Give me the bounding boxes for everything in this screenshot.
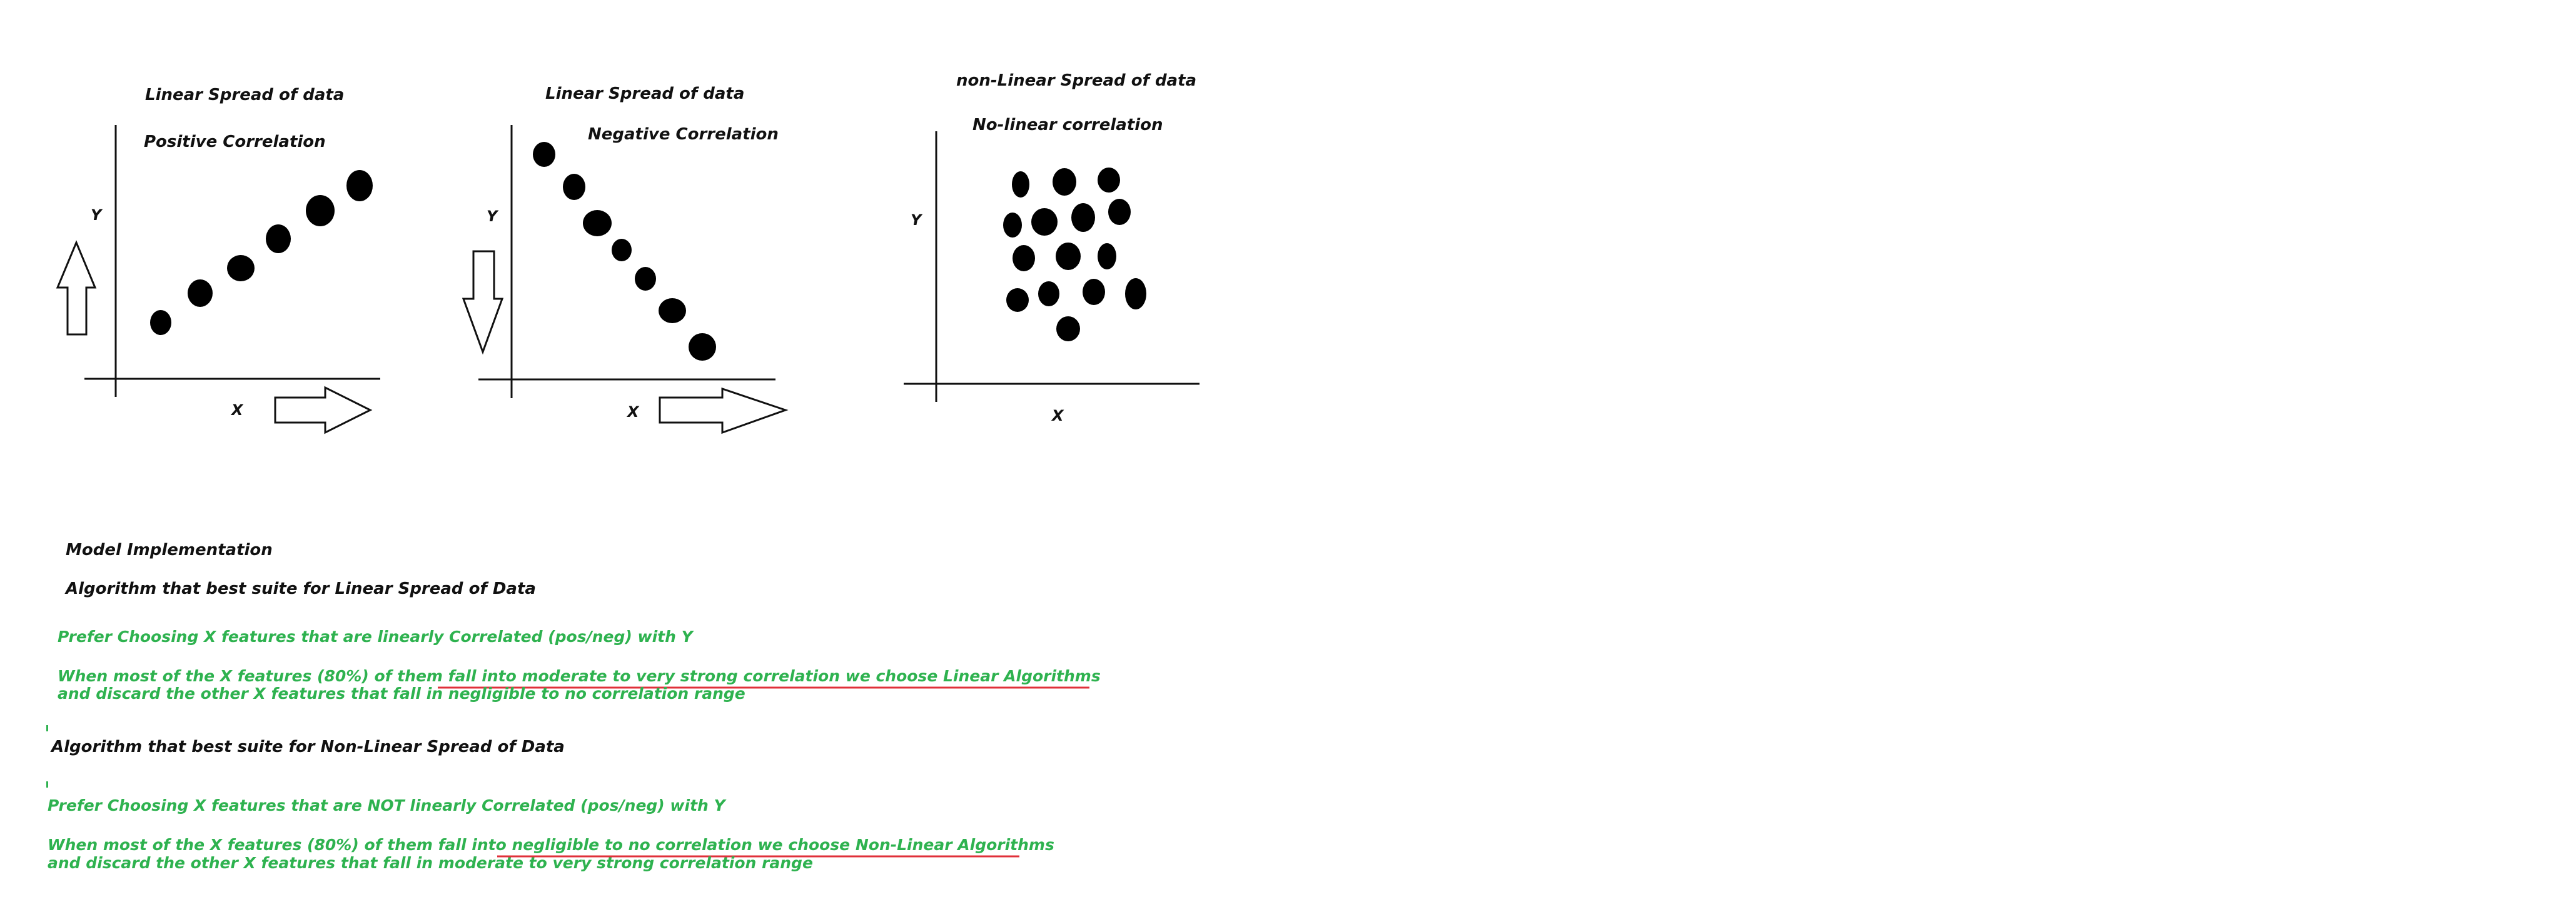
linear-rule-line2: and discard the other X features that fa… [58, 684, 745, 703]
y-increase-arrow-icon [56, 240, 97, 336]
stray-mark [46, 725, 48, 731]
data-point [306, 195, 335, 226]
data-point [188, 279, 213, 307]
panel-positive-correlation: Linear Spread of data Positive Correlati… [56, 86, 380, 434]
linear-prefer-note: Prefer Choosing X features that are line… [58, 628, 695, 646]
nonlinear-algorithm-heading: Algorithm that best suite for Non-Linear… [50, 738, 565, 756]
data-point [583, 210, 612, 236]
data-point [1053, 168, 1076, 196]
notes-section: Model Implementation Algorithm that best… [46, 541, 1101, 872]
x-axis-label: X [626, 403, 640, 421]
nonlinear-rule-line2: and discard the other X features that fa… [48, 854, 813, 872]
data-point [612, 239, 632, 261]
y-decrease-arrow-icon [462, 250, 504, 355]
panel-non-linear-correlation: non-Linear Spread of data No-linear corr… [904, 71, 1200, 424]
data-point [1013, 245, 1035, 271]
data-point [1125, 278, 1146, 309]
data-point [1056, 316, 1080, 341]
data-point [635, 267, 656, 291]
y-axis-label: Y [91, 206, 103, 224]
nonlinear-rule-line1: When most of the X features (80%) of the… [48, 836, 1054, 854]
scatter-points [150, 170, 373, 335]
data-point [689, 333, 716, 361]
data-point [266, 224, 291, 253]
panel-negative-correlation: Linear Spread of data Negative Correlati… [462, 84, 789, 434]
x-increase-arrow-icon [659, 387, 789, 434]
data-point [1098, 243, 1116, 269]
panel-subtitle: No-linear correlation [972, 116, 1163, 134]
stray-mark [46, 781, 48, 788]
panel-title: Linear Spread of data [545, 84, 744, 103]
data-point [150, 310, 171, 335]
linear-rule-prefix: When most of the X features (80%) of the… [58, 667, 448, 685]
y-axis-label: Y [487, 208, 499, 225]
notes-heading: Model Implementation [66, 541, 273, 559]
linear-algorithm-heading: Algorithm that best suite for Linear Spr… [64, 579, 536, 598]
panel-subtitle: Negative Correlation [588, 125, 779, 144]
panel-subtitle: Positive Correlation [144, 133, 326, 151]
x-axis-label: X [1051, 407, 1064, 424]
data-point [227, 255, 255, 281]
data-point [533, 142, 555, 167]
panel-title: non-Linear Spread of data [956, 71, 1196, 90]
data-point [1003, 213, 1022, 238]
data-point [1056, 243, 1081, 270]
data-point [1071, 203, 1095, 232]
y-axis-label: Y [911, 211, 923, 229]
data-point [1083, 279, 1105, 305]
data-point [1038, 281, 1059, 306]
panel-title: Linear Spread of data [145, 86, 344, 104]
x-axis-label: X [230, 401, 244, 419]
linear-rule-underlined: fall into moderate to very strong correl… [448, 667, 1101, 685]
linear-rule-line1: When most of the X features (80%) of the… [58, 667, 1101, 685]
scatter-points [533, 142, 716, 361]
scatter-points [1003, 168, 1146, 341]
data-point [1012, 171, 1029, 198]
data-point [1108, 199, 1131, 225]
nonlinear-prefer-note: Prefer Choosing X features that are NOT … [48, 796, 727, 814]
data-point [1031, 208, 1058, 236]
x-increase-arrow-icon [274, 386, 373, 434]
data-point [1098, 168, 1120, 193]
data-point [563, 174, 585, 200]
data-point [1006, 288, 1029, 312]
data-point [659, 298, 686, 323]
nonlinear-rule-underlined: negligible to no correlation we choose N… [512, 836, 1054, 854]
data-point [346, 170, 373, 201]
nonlinear-rule-prefix: When most of the X features (80%) of the… [48, 836, 512, 854]
